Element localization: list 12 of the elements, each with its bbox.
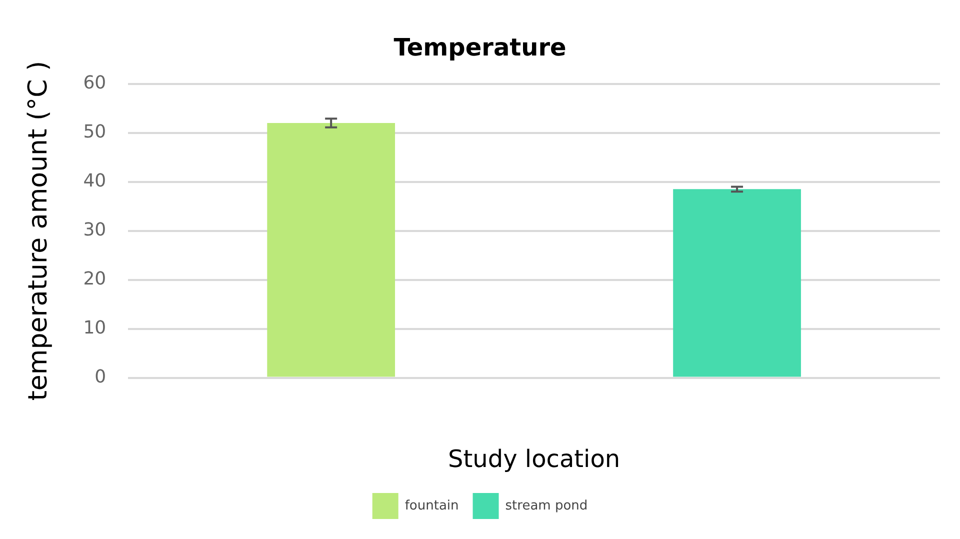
x-axis-title: Study location xyxy=(448,444,620,473)
y-tick-label: 40 xyxy=(83,170,106,192)
y-tick-label: 50 xyxy=(83,121,106,142)
y-tick-label: 30 xyxy=(83,219,106,240)
y-axis-title: temperature amount (°C ) xyxy=(23,60,54,401)
y-tick-label: 10 xyxy=(83,317,106,338)
chart-title: Temperature xyxy=(394,34,566,62)
y-tick-label: 20 xyxy=(83,268,106,290)
y-tick-label: 0 xyxy=(94,366,106,388)
y-tick-label: 60 xyxy=(83,72,106,94)
legend-label: fountain xyxy=(404,498,459,514)
legend-label: stream pond xyxy=(505,498,588,514)
